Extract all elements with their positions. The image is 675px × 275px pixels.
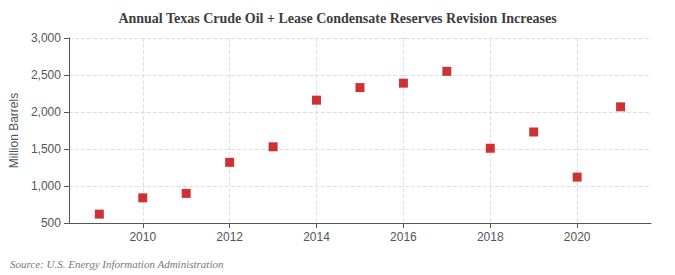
svg-text:2,000: 2,000 xyxy=(31,105,61,119)
svg-text:Source: U.S. Energy Informatio: Source: U.S. Energy Information Administ… xyxy=(10,258,224,270)
svg-text:2014: 2014 xyxy=(303,230,330,244)
svg-text:3,000: 3,000 xyxy=(31,31,61,45)
svg-text:2012: 2012 xyxy=(216,230,243,244)
svg-text:500: 500 xyxy=(41,216,61,230)
svg-text:2020: 2020 xyxy=(564,230,591,244)
svg-text:1,000: 1,000 xyxy=(31,179,61,193)
svg-text:2,500: 2,500 xyxy=(31,68,61,82)
svg-text:2016: 2016 xyxy=(390,230,417,244)
svg-text:2018: 2018 xyxy=(477,230,504,244)
svg-text:2010: 2010 xyxy=(129,230,156,244)
svg-text:Million Barrels: Million Barrels xyxy=(7,93,21,168)
svg-text:Annual Texas Crude Oil + Lease: Annual Texas Crude Oil + Lease Condensat… xyxy=(118,11,557,26)
svg-text:1,500: 1,500 xyxy=(31,142,61,156)
